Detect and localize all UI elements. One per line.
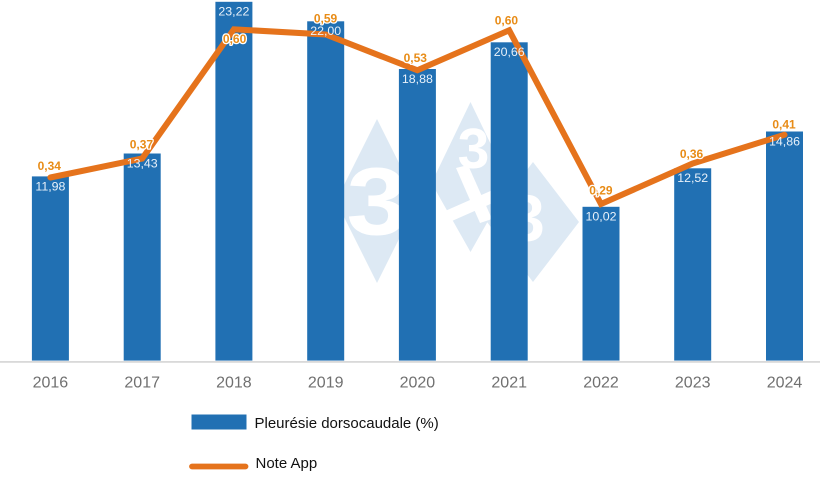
svg-text:2020: 2020: [400, 375, 436, 392]
svg-text:12,52: 12,52: [677, 171, 708, 185]
svg-text:2021: 2021: [491, 375, 527, 392]
svg-text:10,02: 10,02: [585, 210, 616, 224]
svg-text:13,43: 13,43: [127, 156, 158, 170]
svg-text:0,36: 0,36: [680, 147, 704, 161]
svg-text:0,37: 0,37: [130, 138, 154, 152]
svg-text:2022: 2022: [583, 375, 619, 392]
svg-text:2023: 2023: [675, 375, 711, 392]
svg-text:0,29: 0,29: [589, 183, 613, 197]
svg-text:2017: 2017: [124, 375, 160, 392]
svg-text:22,00: 22,00: [310, 24, 341, 38]
svg-text:18,88: 18,88: [402, 72, 433, 86]
svg-text:2024: 2024: [767, 375, 803, 392]
svg-text:2019: 2019: [308, 375, 344, 392]
svg-text:0,60: 0,60: [223, 32, 247, 46]
svg-text:14,86: 14,86: [769, 134, 800, 148]
svg-text:3: 3: [347, 149, 408, 256]
svg-text:0,34: 0,34: [38, 159, 62, 173]
svg-text:0,41: 0,41: [772, 117, 796, 131]
svg-text:Note App: Note App: [256, 455, 318, 472]
svg-text:0,53: 0,53: [404, 51, 428, 65]
svg-text:Pleurésie dorsocaudale (%): Pleurésie dorsocaudale (%): [255, 415, 439, 432]
svg-text:20,66: 20,66: [494, 45, 525, 59]
svg-text:2018: 2018: [216, 375, 252, 392]
svg-text:2016: 2016: [33, 375, 69, 392]
svg-text:23,22: 23,22: [218, 5, 249, 19]
svg-text:11,98: 11,98: [35, 179, 65, 193]
svg-text:0,59: 0,59: [314, 12, 338, 26]
svg-text:0,60: 0,60: [495, 14, 519, 28]
